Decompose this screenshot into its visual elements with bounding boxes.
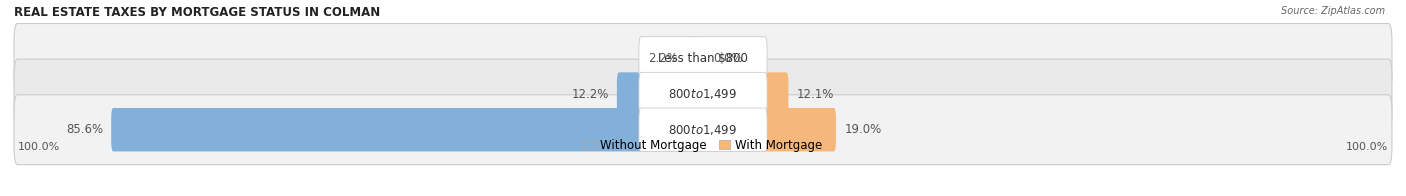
FancyBboxPatch shape bbox=[111, 108, 704, 152]
FancyBboxPatch shape bbox=[14, 59, 1392, 129]
Text: 12.2%: 12.2% bbox=[571, 88, 609, 101]
FancyBboxPatch shape bbox=[14, 24, 1392, 93]
FancyBboxPatch shape bbox=[702, 108, 837, 152]
Text: Source: ZipAtlas.com: Source: ZipAtlas.com bbox=[1281, 6, 1385, 16]
FancyBboxPatch shape bbox=[638, 37, 768, 80]
FancyBboxPatch shape bbox=[638, 72, 768, 116]
FancyBboxPatch shape bbox=[686, 37, 704, 80]
FancyBboxPatch shape bbox=[617, 72, 704, 116]
Legend: Without Mortgage, With Mortgage: Without Mortgage, With Mortgage bbox=[579, 134, 827, 156]
FancyBboxPatch shape bbox=[638, 108, 768, 152]
Text: 2.2%: 2.2% bbox=[648, 52, 678, 65]
FancyBboxPatch shape bbox=[14, 95, 1392, 165]
Text: $800 to $1,499: $800 to $1,499 bbox=[668, 123, 738, 137]
Text: $800 to $1,499: $800 to $1,499 bbox=[668, 87, 738, 101]
Text: 100.0%: 100.0% bbox=[1347, 142, 1389, 152]
Text: REAL ESTATE TAXES BY MORTGAGE STATUS IN COLMAN: REAL ESTATE TAXES BY MORTGAGE STATUS IN … bbox=[14, 6, 380, 19]
Text: Less than $800: Less than $800 bbox=[658, 52, 748, 65]
Text: 19.0%: 19.0% bbox=[844, 123, 882, 136]
FancyBboxPatch shape bbox=[702, 72, 789, 116]
Text: 85.6%: 85.6% bbox=[66, 123, 103, 136]
Text: 0.0%: 0.0% bbox=[713, 52, 742, 65]
Text: 100.0%: 100.0% bbox=[17, 142, 59, 152]
Text: 12.1%: 12.1% bbox=[797, 88, 834, 101]
